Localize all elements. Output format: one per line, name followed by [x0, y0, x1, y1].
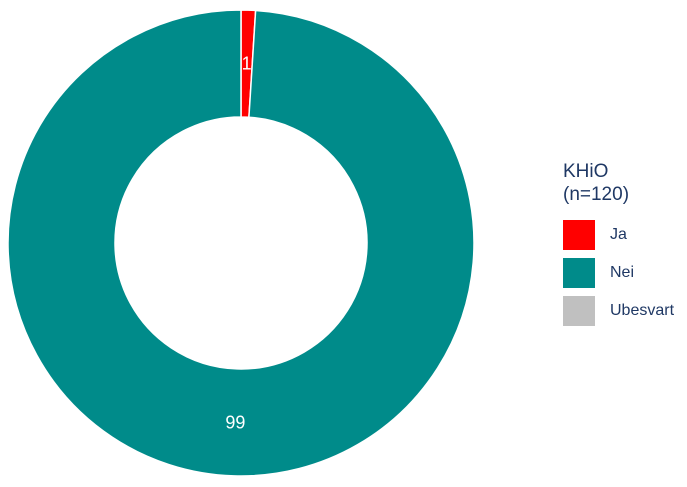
legend-label-ubesvart: Ubesvart [610, 302, 675, 319]
donut-data-labels: 1 99 [225, 54, 251, 433]
legend-title: KHiO (n=120) [563, 160, 674, 206]
legend-label-nei: Nei [610, 264, 635, 281]
legend-title-line2: (n=120) [563, 184, 630, 205]
data-label-nei: 99 [225, 412, 245, 432]
slice-nei [7, 9, 475, 477]
legend-swatch-ubesvart [563, 296, 595, 326]
legend-label-ja: Ja [610, 226, 627, 243]
legend-swatch-ja [563, 220, 595, 250]
legend: KHiO (n=120) Ja Nei Ubesvart [563, 160, 674, 334]
data-label-ja: 1 [242, 54, 252, 74]
legend-title-line1: KHiO [563, 161, 609, 182]
donut-slices [7, 9, 475, 477]
legend-item-nei: Nei [563, 258, 674, 288]
legend-swatch-nei [563, 258, 595, 288]
legend-item-ubesvart: Ubesvart [563, 296, 674, 326]
legend-item-ja: Ja [563, 220, 674, 250]
